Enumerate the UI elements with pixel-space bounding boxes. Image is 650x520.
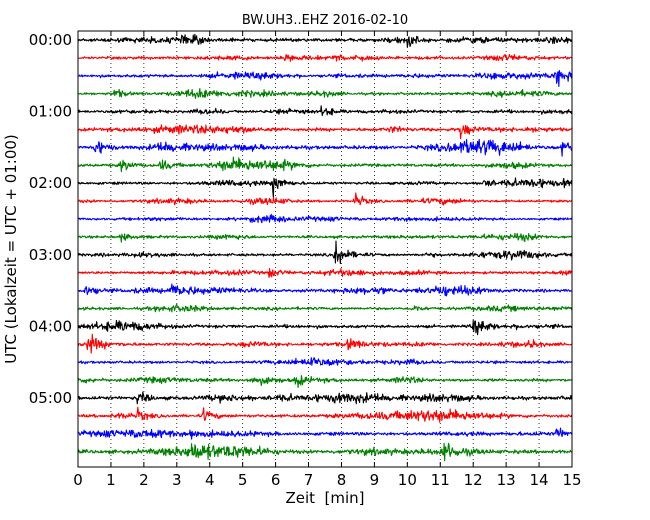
x-tick-label: 4 — [205, 471, 215, 489]
x-axis-ticks: 0 1 2 3 4 5 6 7 8 9 10 11 12 13 14 15 — [73, 31, 582, 489]
x-tick-label: 5 — [238, 471, 248, 489]
trace-line-02:45 — [77, 232, 573, 243]
x-tick-label: 14 — [530, 471, 549, 489]
trace-line-01:30 — [77, 138, 573, 157]
trace-line-00:30 — [77, 70, 573, 88]
trace-line-00:15 — [77, 53, 573, 62]
trace-line-02:30 — [77, 213, 573, 224]
trace-line-03:45 — [77, 303, 573, 313]
trace-line-04:00 — [77, 319, 573, 336]
x-tick-label: 1 — [106, 471, 116, 489]
trace-line-05:00 — [77, 391, 573, 405]
x-tick-label: 11 — [431, 471, 450, 489]
trace-line-04:15 — [77, 333, 573, 354]
x-tick-label: 12 — [464, 471, 483, 489]
y-tick-label: 05:00 — [29, 389, 72, 407]
chart-title: BW.UH3..EHZ 2016-02-10 — [242, 13, 408, 28]
y-tick-label: 04:00 — [29, 317, 72, 335]
plot-frame — [77, 30, 573, 468]
trace-line-01:00 — [77, 105, 573, 117]
x-tick-label: 9 — [370, 471, 380, 489]
trace-line-05:45 — [77, 442, 573, 462]
x-tick-label: 6 — [271, 471, 281, 489]
trace-line-04:30 — [77, 357, 573, 367]
x-tick-label: 0 — [73, 471, 83, 489]
x-tick-label: 8 — [337, 471, 347, 489]
x-tick-label: 7 — [304, 471, 314, 489]
trace-line-03:15 — [77, 267, 573, 278]
x-tick-label: 13 — [497, 471, 516, 489]
y-tick-label: 03:00 — [29, 246, 72, 264]
trace-line-02:15 — [77, 192, 573, 206]
trace-line-05:30 — [77, 427, 573, 440]
trace-line-00:00 — [77, 33, 573, 48]
trace-line-03:30 — [77, 283, 573, 297]
y-tick-label: 01:00 — [29, 103, 72, 121]
x-axis-label: Zeit [min] — [285, 489, 364, 507]
x-tick-label: 15 — [562, 471, 581, 489]
trace-line-03:00 — [77, 240, 573, 265]
y-axis-label: UTC (Lokalzeit = UTC + 01:00) — [2, 134, 20, 364]
y-tick-label: 02:00 — [29, 174, 72, 192]
x-tick-label: 2 — [139, 471, 149, 489]
trace-line-05:15 — [77, 406, 573, 423]
seismic-traces — [77, 33, 573, 462]
trace-line-02:00 — [77, 177, 573, 198]
trace-line-00:45 — [77, 88, 573, 99]
y-axis-ticks: 00:00 01:00 02:00 03:00 04:00 05:00 — [29, 31, 572, 407]
y-tick-label: 00:00 — [29, 31, 72, 49]
x-tick-label: 10 — [398, 471, 417, 489]
trace-line-01:15 — [77, 124, 573, 140]
trace-line-01:45 — [77, 156, 573, 173]
time-gridlines — [110, 31, 540, 467]
trace-line-04:45 — [77, 374, 573, 388]
x-tick-label: 3 — [172, 471, 182, 489]
